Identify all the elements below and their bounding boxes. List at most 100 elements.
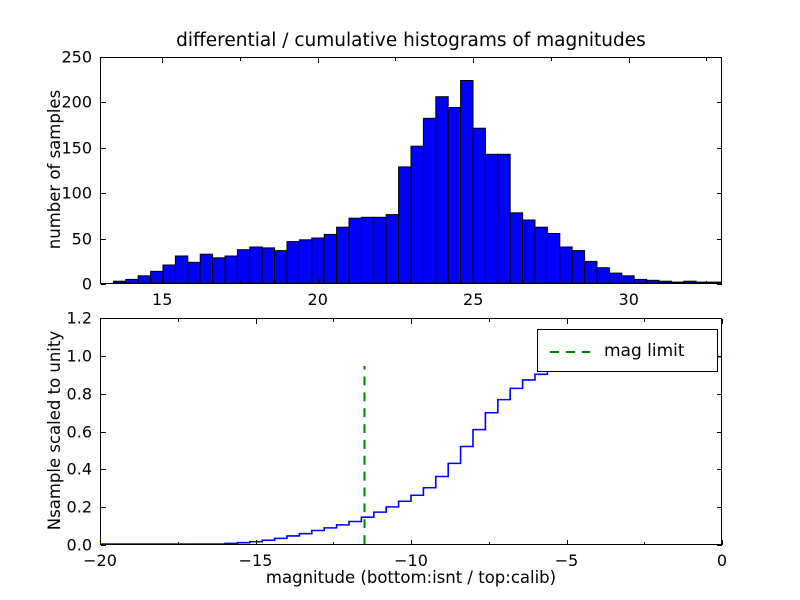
x-tick-label: 20 xyxy=(307,290,328,309)
x-tick-mark xyxy=(473,279,475,284)
histogram-bar xyxy=(261,247,276,283)
x-minor-tick-mark xyxy=(395,281,397,284)
y-tick-mark xyxy=(717,545,722,546)
histogram-bar xyxy=(422,117,437,283)
y-tick-mark xyxy=(101,102,106,104)
x-tick-mark xyxy=(255,319,257,324)
y-tick-mark xyxy=(101,355,106,357)
x-minor-tick-mark xyxy=(333,542,335,545)
legend: mag limit xyxy=(537,329,718,372)
histogram-bar xyxy=(571,250,586,283)
figure-xlabel: magnitude (bottom:isnt / top:calib) xyxy=(265,568,557,587)
y-tick-mark xyxy=(717,57,722,58)
x-minor-tick-mark xyxy=(706,281,708,284)
histogram-bar xyxy=(472,127,486,283)
x-minor-tick-mark xyxy=(550,281,552,284)
y-tick-mark xyxy=(717,147,722,149)
y-tick-mark xyxy=(101,469,106,471)
y-tick-mark xyxy=(717,431,722,433)
histogram-bar xyxy=(224,255,238,283)
histogram-bar xyxy=(311,237,325,283)
y-tick-label: 0 xyxy=(81,274,92,294)
histogram-bar xyxy=(708,281,721,283)
y-tick-label: 0.0 xyxy=(66,535,92,555)
x-minor-tick-mark xyxy=(644,542,646,545)
x-tick-mark xyxy=(566,319,568,324)
x-tick-mark xyxy=(100,540,101,545)
histogram-bar xyxy=(236,249,251,283)
y-tick-label: 50 xyxy=(71,229,92,249)
y-tick-mark xyxy=(101,57,106,58)
y-tick-mark xyxy=(101,545,106,546)
x-minor-tick-mark xyxy=(550,58,552,61)
x-tick-mark xyxy=(255,540,257,545)
histogram-plot-area xyxy=(101,58,721,283)
y-tick-mark xyxy=(717,238,722,240)
x-tick-mark xyxy=(411,540,412,545)
x-tick-mark xyxy=(162,58,164,63)
x-tick-label: 0 xyxy=(716,551,728,570)
x-tick-mark xyxy=(628,58,630,63)
histogram-bar xyxy=(596,267,610,283)
x-tick-mark xyxy=(317,58,319,63)
y-tick-label: 0.2 xyxy=(66,497,92,517)
x-tick-label: −20 xyxy=(83,551,117,570)
x-minor-tick-mark xyxy=(644,319,646,322)
x-minor-tick-mark xyxy=(706,58,708,61)
x-tick-mark xyxy=(628,279,630,284)
y-tick-mark xyxy=(101,318,106,319)
y-tick-mark xyxy=(101,507,106,509)
histogram-bar xyxy=(670,281,685,283)
histogram-bar xyxy=(298,239,313,283)
histogram-bar xyxy=(447,107,462,283)
y-tick-mark xyxy=(101,393,106,395)
histogram-bar xyxy=(608,272,623,283)
histogram-bar xyxy=(646,279,660,283)
x-tick-mark xyxy=(162,279,164,284)
y-tick-mark xyxy=(101,284,106,285)
x-minor-tick-mark xyxy=(488,542,490,545)
histogram-bar xyxy=(174,255,189,283)
histogram-axes xyxy=(100,57,722,284)
histogram-bar xyxy=(559,246,573,283)
x-tick-label: −10 xyxy=(394,551,428,570)
histogram-bar xyxy=(460,80,474,283)
histogram-bar xyxy=(360,216,375,283)
histogram-bar xyxy=(410,145,424,283)
y-tick-mark xyxy=(101,238,106,240)
x-tick-mark xyxy=(722,319,723,324)
x-tick-label: 25 xyxy=(463,290,484,309)
y-tick-mark xyxy=(717,507,722,509)
x-minor-tick-mark xyxy=(239,58,241,61)
cumulative-step-line xyxy=(101,355,721,544)
y-tick-mark xyxy=(101,147,106,149)
histogram-bar xyxy=(435,96,449,283)
histogram-bar xyxy=(683,280,697,283)
histogram-bar xyxy=(509,212,524,283)
histogram-bar xyxy=(484,153,499,283)
histogram-bar xyxy=(385,214,400,283)
x-minor-tick-mark xyxy=(488,319,490,322)
x-minor-tick-mark xyxy=(333,319,335,322)
y-tick-mark xyxy=(717,193,722,195)
histogram-bar xyxy=(199,253,214,283)
dashed-line-icon xyxy=(550,350,590,353)
y-tick-mark xyxy=(101,193,106,195)
y-tick-label: 0.6 xyxy=(66,422,92,441)
y-tick-mark xyxy=(101,431,106,433)
histogram-bar xyxy=(187,261,201,283)
x-tick-mark xyxy=(411,319,412,324)
mag-limit-line-icon xyxy=(548,344,592,358)
histogram-bar xyxy=(336,226,350,283)
histogram-bar xyxy=(398,166,412,283)
y-tick-mark xyxy=(717,318,722,319)
legend-label-mag-limit: mag limit xyxy=(604,340,685,361)
histogram-bar xyxy=(497,153,511,283)
y-tick-mark xyxy=(717,102,722,104)
y-tick-label: 0.8 xyxy=(66,384,92,404)
y-tick-mark xyxy=(717,393,722,395)
x-tick-label: 30 xyxy=(618,290,639,309)
histogram-bar xyxy=(274,250,288,283)
y-tick-label: 0.4 xyxy=(66,459,92,479)
